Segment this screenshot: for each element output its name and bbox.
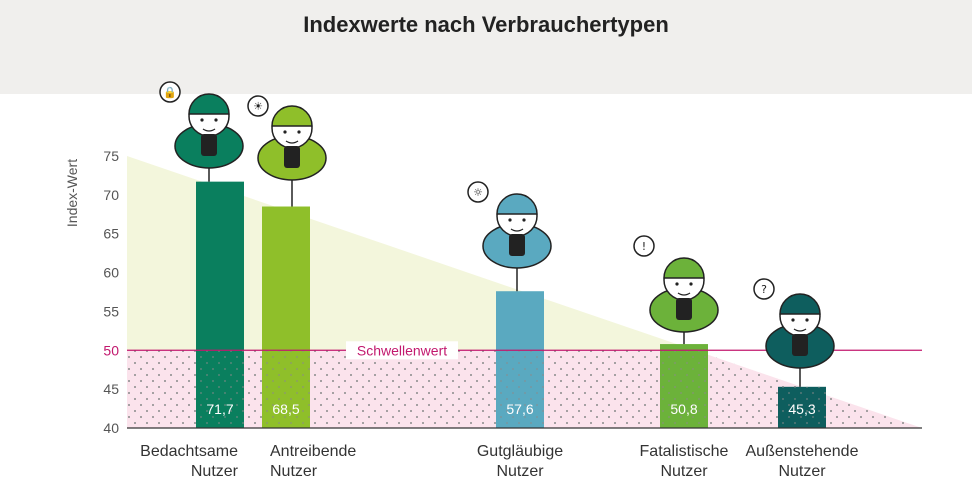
- persona-hair: [779, 293, 821, 315]
- x-tick-label: Nutzer: [660, 463, 708, 480]
- persona-figure: !: [633, 235, 719, 345]
- persona-eye: [522, 218, 526, 222]
- bar-dots: [262, 350, 310, 428]
- chart-title: Indexwerte nach Verbrauchertypen: [303, 12, 669, 37]
- bar-dots: [660, 350, 708, 428]
- data-label: 50,8: [670, 401, 697, 417]
- threshold-label: Schwellenwert: [357, 342, 447, 358]
- x-tick-label: Bedachtsame: [140, 443, 238, 460]
- y-tick-label: 40: [103, 420, 119, 436]
- persona-eye: [805, 318, 809, 322]
- persona-figure: ☼: [467, 181, 552, 292]
- persona-figure: ☀: [247, 95, 327, 207]
- data-label: 57,6: [506, 401, 533, 417]
- persona-figure: 🔒: [159, 81, 244, 182]
- persona-eye: [214, 118, 218, 122]
- persona-hair: [663, 257, 705, 279]
- data-label: 71,7: [206, 401, 233, 417]
- persona-hair: [496, 193, 538, 215]
- phone-icon: [284, 146, 300, 168]
- persona-hair: [271, 105, 313, 127]
- gear-icon-glyph: ☼: [473, 186, 483, 199]
- x-tick-label: Nutzer: [270, 463, 318, 480]
- y-tick-label: 55: [103, 303, 119, 319]
- x-tick-label: Außenstehende: [746, 443, 859, 460]
- y-tick-label: 70: [103, 187, 119, 203]
- persona-mouth: [677, 292, 691, 296]
- x-tick-label: Nutzer: [778, 463, 826, 480]
- persona-mouth: [793, 328, 807, 332]
- y-tick-label: 50: [103, 342, 119, 358]
- persona-eye: [508, 218, 512, 222]
- x-tick-label: Antreibende: [270, 443, 356, 460]
- bar-dots: [196, 350, 244, 428]
- phone-icon: [201, 134, 217, 156]
- phone-icon: [676, 298, 692, 320]
- x-tick-label: Nutzer: [191, 463, 239, 480]
- threshold-label-bg: [346, 341, 458, 360]
- gear-icon: [467, 181, 489, 203]
- y-tick-label: 45: [103, 381, 119, 397]
- bar-dots: [778, 386, 826, 428]
- y-axis-title: Index-Wert: [64, 159, 80, 227]
- lightbulb-icon: [247, 95, 269, 117]
- persona-eye: [200, 118, 204, 122]
- question-icon: [753, 278, 775, 300]
- lightbulb-icon-glyph: ☀: [253, 100, 263, 113]
- x-tick-label: Nutzer: [496, 463, 544, 480]
- question-icon-glyph: ?: [761, 283, 767, 296]
- exclamation-icon: [633, 235, 655, 257]
- phone-icon: [792, 334, 808, 356]
- x-tick-label: Fatalistische: [640, 443, 729, 460]
- y-tick-label: 65: [103, 226, 119, 242]
- persona-eye: [283, 130, 287, 134]
- x-tick-label: Gutgläubige: [477, 443, 563, 460]
- exclamation-icon-glyph: !: [642, 240, 646, 253]
- persona-eye: [689, 282, 693, 286]
- lock-icon-glyph: 🔒: [163, 86, 177, 99]
- persona-mouth: [285, 140, 299, 144]
- y-tick-label: 75: [103, 148, 119, 164]
- data-label: 45,3: [788, 401, 815, 417]
- y-tick-label: 60: [103, 265, 119, 281]
- data-label: 68,5: [272, 401, 299, 417]
- title-band: [0, 0, 972, 94]
- persona-hair: [188, 93, 230, 115]
- persona-figure: ?: [753, 278, 835, 387]
- phone-icon: [509, 234, 525, 256]
- bar-dots: [496, 350, 544, 428]
- lock-icon: [159, 81, 181, 103]
- persona-mouth: [510, 228, 524, 232]
- persona-mouth: [202, 128, 216, 132]
- persona-eye: [297, 130, 301, 134]
- persona-eye: [791, 318, 795, 322]
- persona-eye: [675, 282, 679, 286]
